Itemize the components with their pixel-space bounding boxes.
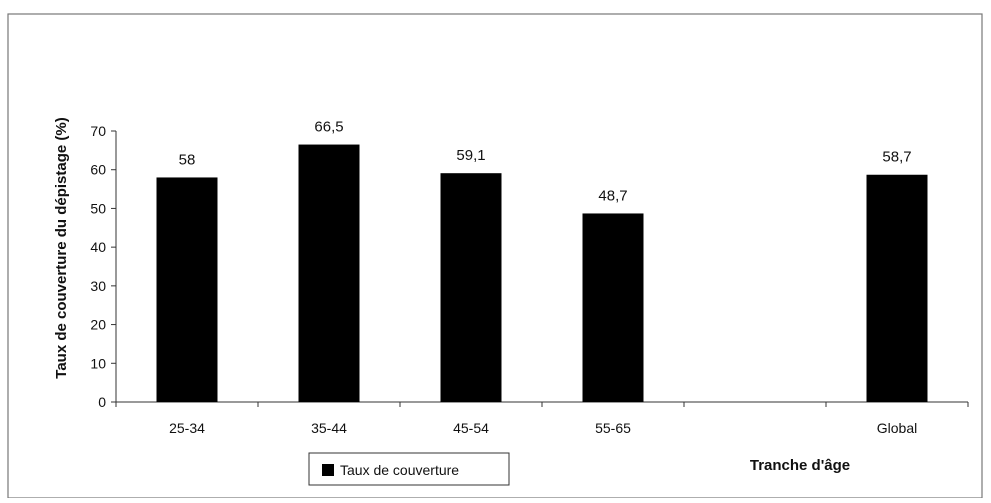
legend: Taux de couverture [308,452,510,486]
x-tick-label: 25-34 [169,420,205,436]
data-label: 58 [179,151,196,168]
legend-label: Taux de couverture [340,462,459,478]
data-label: 48,7 [598,187,627,204]
y-tick-label: 60 [90,162,106,178]
bar [156,177,218,402]
y-tick-label: 40 [90,239,106,255]
y-axis-title: Taux de couverture du dépistage (%) [53,117,70,378]
x-tick-label: 35-44 [311,420,347,436]
legend-box [308,452,510,486]
y-axis-ticks: 0 10 20 30 40 50 60 70 [90,123,116,410]
y-tick-label: 20 [90,317,106,333]
x-tick-label: 55-65 [595,420,631,436]
data-label: 59,1 [456,147,485,164]
x-axis-ticks: 25-34 35-44 45-54 55-65 Global [115,402,969,436]
bar [582,213,644,402]
x-tick-label: Global [877,420,917,436]
data-label: 66,5 [314,119,343,136]
bar-series [156,144,928,403]
y-tick-label: 30 [90,278,106,294]
data-labels: 58 66,5 59,1 48,7 58,7 [179,119,912,205]
bar [866,174,928,402]
bar [440,173,502,402]
x-tick-label: 45-54 [453,420,489,436]
y-tick-label: 10 [90,355,106,371]
legend-swatch [322,464,334,476]
y-tick-label: 50 [90,200,106,216]
bar [298,144,360,403]
y-tick-label: 70 [90,123,106,139]
data-label: 58,7 [882,149,911,166]
y-tick-label: 0 [98,394,106,410]
x-axis-title: Tranche d'âge [750,457,850,474]
